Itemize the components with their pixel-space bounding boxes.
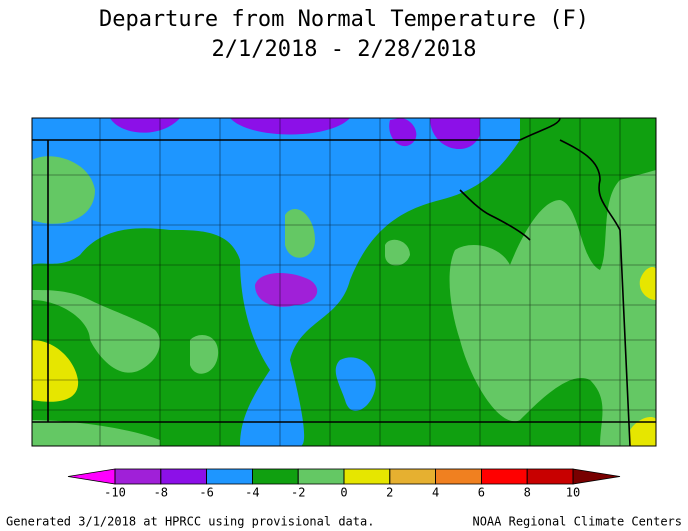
color-bin: [160, 468, 208, 485]
color-bin: [206, 468, 253, 485]
color-bin: [343, 468, 391, 485]
over-arrow: [572, 468, 621, 485]
purple-region: [110, 118, 480, 150]
light-green-region: [449, 170, 656, 446]
color-bin: [480, 468, 528, 485]
color-bin: [389, 468, 436, 485]
tick-label: -6: [199, 486, 213, 500]
tick-label: 0: [340, 486, 347, 500]
tick-label: 10: [566, 486, 580, 500]
map-frame: [31, 117, 657, 447]
tick-label: 8: [524, 486, 531, 500]
tick-label: 2: [386, 486, 393, 500]
map: [32, 118, 656, 446]
purple-region: [255, 273, 318, 307]
footer-left: Generated 3/1/2018 at HPRCC using provis…: [6, 515, 374, 529]
color-bin: [251, 468, 299, 485]
tick-label: -8: [154, 486, 168, 500]
tick-label: 4: [432, 486, 439, 500]
state-borders: [32, 118, 656, 446]
under-arrow: [67, 468, 116, 485]
light-green-region: [32, 156, 410, 266]
color-bin: [114, 468, 162, 485]
color-bin: [297, 468, 345, 485]
county-lines: [32, 118, 656, 446]
tick-label: 6: [478, 486, 485, 500]
tick-label: -4: [245, 486, 259, 500]
tick-label: -2: [291, 486, 305, 500]
color-bin: [435, 468, 482, 485]
color-bin: [526, 468, 574, 485]
tick-label: -10: [104, 486, 126, 500]
subtitle: 2/1/2018 - 2/28/2018: [212, 37, 477, 62]
colorbar: -10 -8 -6 -4 -2 0 2 4 6 8 10: [67, 468, 621, 500]
blue-region: [335, 357, 376, 411]
light-green-region: [32, 290, 219, 446]
footer-right: NOAA Regional Climate Centers: [472, 515, 682, 529]
title: Departure from Normal Temperature (F): [99, 7, 589, 32]
